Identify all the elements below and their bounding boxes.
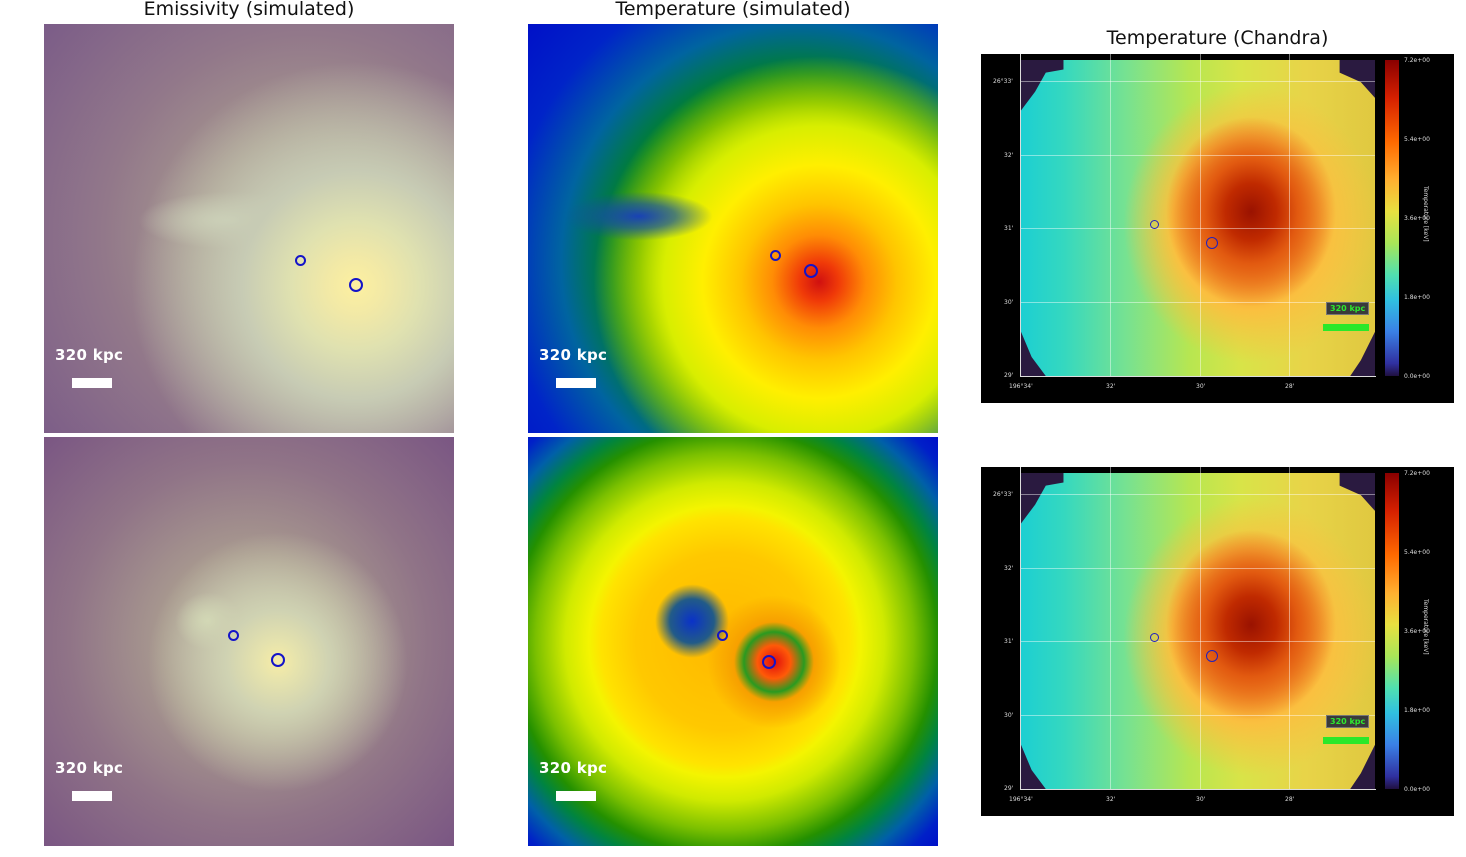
- colorbar-tick: 7.2e+00: [1404, 470, 1430, 477]
- y-tick: 26°33': [993, 78, 1013, 85]
- x-tick: 30': [1196, 383, 1206, 390]
- scale-label: 320 kpc: [55, 346, 124, 364]
- marker-large: [1206, 237, 1218, 249]
- title-temperature-simulated: Temperature (simulated): [615, 0, 851, 20]
- x-tick: 196°34': [1009, 383, 1033, 390]
- scale-bar: [556, 378, 596, 388]
- colorbar-tick: 5.4e+00: [1404, 136, 1430, 143]
- marker-small: [770, 250, 781, 261]
- colorbar-title: Temperature [keV]: [1422, 186, 1429, 242]
- temperature-sim-panel-bottom: 320 kpc: [528, 437, 938, 846]
- y-tick: 32': [1004, 565, 1014, 572]
- grid-line: [1289, 54, 1290, 376]
- chandra-scale-bar: [1323, 737, 1369, 744]
- colorbar-tick: 1.8e+00: [1404, 707, 1430, 714]
- colorbar-tick: 3.6e+00: [1404, 628, 1430, 635]
- marker-small: [228, 630, 239, 641]
- marker-large: [1206, 650, 1218, 662]
- marker-small: [295, 255, 306, 266]
- scale-bar: [556, 791, 596, 801]
- axis-left: [1020, 54, 1021, 376]
- x-tick: 196°34': [1009, 796, 1033, 803]
- colorbar-tick: 0.0e+00: [1404, 373, 1430, 380]
- y-tick: 30': [1004, 299, 1014, 306]
- colorbar-tick: 1.8e+00: [1404, 294, 1430, 301]
- x-tick: 28': [1285, 796, 1295, 803]
- x-tick: 30': [1196, 796, 1206, 803]
- axis-left: [1020, 467, 1021, 789]
- marker-small: [1150, 633, 1159, 642]
- marker-large: [349, 278, 363, 292]
- grid-line: [1289, 467, 1290, 789]
- colorbar-title: Temperature [keV]: [1422, 599, 1429, 655]
- marker-small: [717, 630, 728, 641]
- grid-line: [1110, 54, 1111, 376]
- grid-line: [1021, 155, 1375, 156]
- scale-bar: [72, 378, 112, 388]
- grid-line: [1021, 494, 1375, 495]
- scale-label: 320 kpc: [539, 759, 608, 777]
- y-tick: 31': [1004, 225, 1014, 232]
- emissivity-panel-bottom: 320 kpc: [44, 437, 454, 846]
- title-temperature-chandra: Temperature (Chandra): [1106, 27, 1329, 49]
- grid-line: [1021, 715, 1375, 716]
- chandra-scale-bar: [1323, 324, 1369, 331]
- axis-bottom: [1020, 376, 1376, 377]
- x-tick: 32': [1106, 796, 1116, 803]
- colorbar: [1385, 473, 1399, 789]
- marker-large: [762, 655, 776, 669]
- y-tick: 29': [1004, 785, 1014, 792]
- chandra-scale-label: 320 kpc: [1326, 715, 1370, 728]
- grid-line: [1021, 568, 1375, 569]
- colorbar: [1385, 60, 1399, 376]
- y-tick: 29': [1004, 372, 1014, 379]
- colorbar-tick: 0.0e+00: [1404, 786, 1430, 793]
- title-emissivity: Emissivity (simulated): [143, 0, 355, 20]
- chandra-temperature-map: [1021, 473, 1375, 789]
- temperature-sim-panel-top: 320 kpc: [528, 24, 938, 433]
- scale-bar: [72, 791, 112, 801]
- colorbar-tick: 7.2e+00: [1404, 57, 1430, 64]
- colorbar-tick: 5.4e+00: [1404, 549, 1430, 556]
- axis-bottom: [1020, 789, 1376, 790]
- emissivity-panel-top: 320 kpc: [44, 24, 454, 433]
- marker-large: [271, 653, 285, 667]
- y-tick: 31': [1004, 638, 1014, 645]
- marker-large: [804, 264, 818, 278]
- grid-line: [1021, 641, 1375, 642]
- grid-line: [1110, 467, 1111, 789]
- grid-line: [1021, 302, 1375, 303]
- x-tick: 28': [1285, 383, 1295, 390]
- scale-label: 320 kpc: [539, 346, 608, 364]
- chandra-scale-label: 320 kpc: [1326, 302, 1370, 315]
- chandra-temperature-map: [1021, 60, 1375, 376]
- y-tick: 32': [1004, 152, 1014, 159]
- grid-line: [1021, 81, 1375, 82]
- chandra-panel-top: 26°33' 32' 31' 30' 29' 196°34' 32' 30' 2…: [981, 54, 1454, 403]
- marker-small: [1150, 220, 1159, 229]
- grid-line: [1021, 228, 1375, 229]
- colorbar-tick: 3.6e+00: [1404, 215, 1430, 222]
- x-tick: 32': [1106, 383, 1116, 390]
- grid-line: [1200, 467, 1201, 789]
- grid-line: [1200, 54, 1201, 376]
- y-tick: 30': [1004, 712, 1014, 719]
- chandra-panel-bottom: 26°33' 32' 31' 30' 29' 196°34' 32' 30' 2…: [981, 467, 1454, 816]
- y-tick: 26°33': [993, 491, 1013, 498]
- scale-label: 320 kpc: [55, 759, 124, 777]
